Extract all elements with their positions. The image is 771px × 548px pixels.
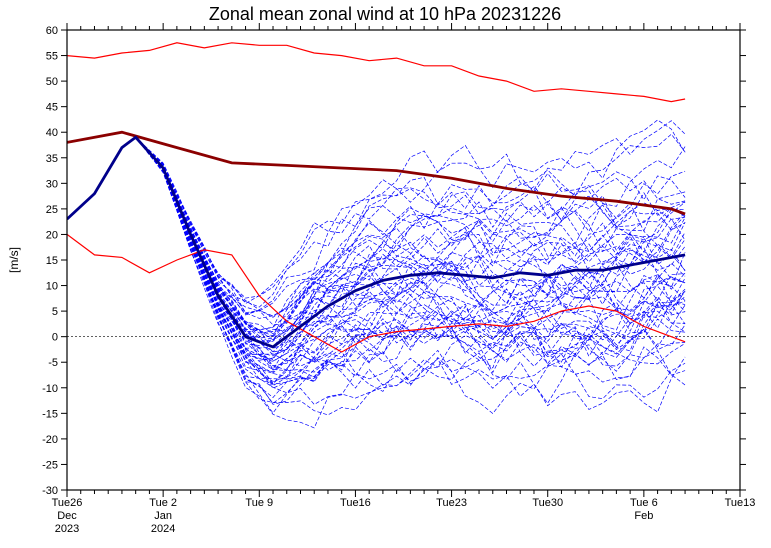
ensemble-member-line	[67, 137, 685, 413]
y-tick-label: -5	[48, 357, 58, 369]
x-tick-label: Tue30	[532, 497, 563, 509]
y-tick-label: 15	[46, 255, 58, 267]
y-tick-label: 50	[46, 76, 58, 88]
y-tick-label: -15	[42, 408, 58, 420]
x-tick-label: 2023	[55, 523, 79, 535]
x-tick-label: Tue13	[725, 497, 756, 509]
y-tick-label: 5	[52, 306, 58, 318]
y-tick-label: 60	[46, 25, 58, 37]
ensemble-member-line	[67, 137, 685, 383]
climatology-upper-line	[67, 43, 685, 102]
x-tick-labels: Tue26Dec2023 Tue 2Jan2024 Tue 9 Tue16 Tue23 T…	[52, 497, 756, 535]
x-tick-label: 2024	[151, 523, 175, 535]
ensemble-member-line	[67, 137, 685, 373]
ensemble-member-line	[67, 137, 685, 379]
y-tick-label: -30	[42, 485, 58, 497]
climatology-mean-line	[67, 132, 685, 214]
ensemble-member-line	[67, 137, 685, 383]
ensemble-member-line	[67, 137, 685, 388]
chart-container: Zonal mean zonal wind at 10 hPa 20231226…	[0, 0, 771, 548]
y-tick-label: -20	[42, 434, 58, 446]
y-tick-label: -25	[42, 459, 58, 471]
y-axis-label: [m/s]	[7, 247, 21, 273]
chart-title: Zonal mean zonal wind at 10 hPa 20231226	[209, 4, 561, 24]
y-tick-label: 10	[46, 281, 58, 293]
y-tick-label: 40	[46, 127, 58, 139]
x-tick-label: Feb	[634, 510, 653, 522]
chart-svg: Zonal mean zonal wind at 10 hPa 20231226…	[0, 0, 771, 548]
y-tick-label: 35	[46, 153, 58, 165]
ensemble-member-line	[67, 137, 685, 384]
x-tick-label: Tue 6	[630, 497, 658, 509]
x-tick-label: Tue23	[436, 497, 467, 509]
y-tick-label: 20	[46, 229, 58, 241]
y-tick-label: 0	[52, 332, 58, 344]
y-tick-label: 45	[46, 102, 58, 114]
y-tick-label: 55	[46, 51, 58, 63]
x-tick-label: Jan	[154, 510, 172, 522]
y-tick-label: -10	[42, 383, 58, 395]
y-tick-labels: -30 -25 -20 -15 -10 -5 0 5 10 15 20 25 30 35 40 45 50 55 6…	[42, 25, 58, 497]
x-tick-label: Tue16	[340, 497, 371, 509]
ensemble-member-line	[67, 137, 685, 381]
x-tick-label: Tue26	[52, 497, 83, 509]
x-tick-label: Dec	[57, 510, 77, 522]
y-tick-label: 25	[46, 204, 58, 216]
x-tick-label: Tue 9	[245, 497, 273, 509]
y-tick-label: 30	[46, 178, 58, 190]
ensemble-member-line	[67, 137, 685, 413]
x-tick-label: Tue 2	[149, 497, 177, 509]
